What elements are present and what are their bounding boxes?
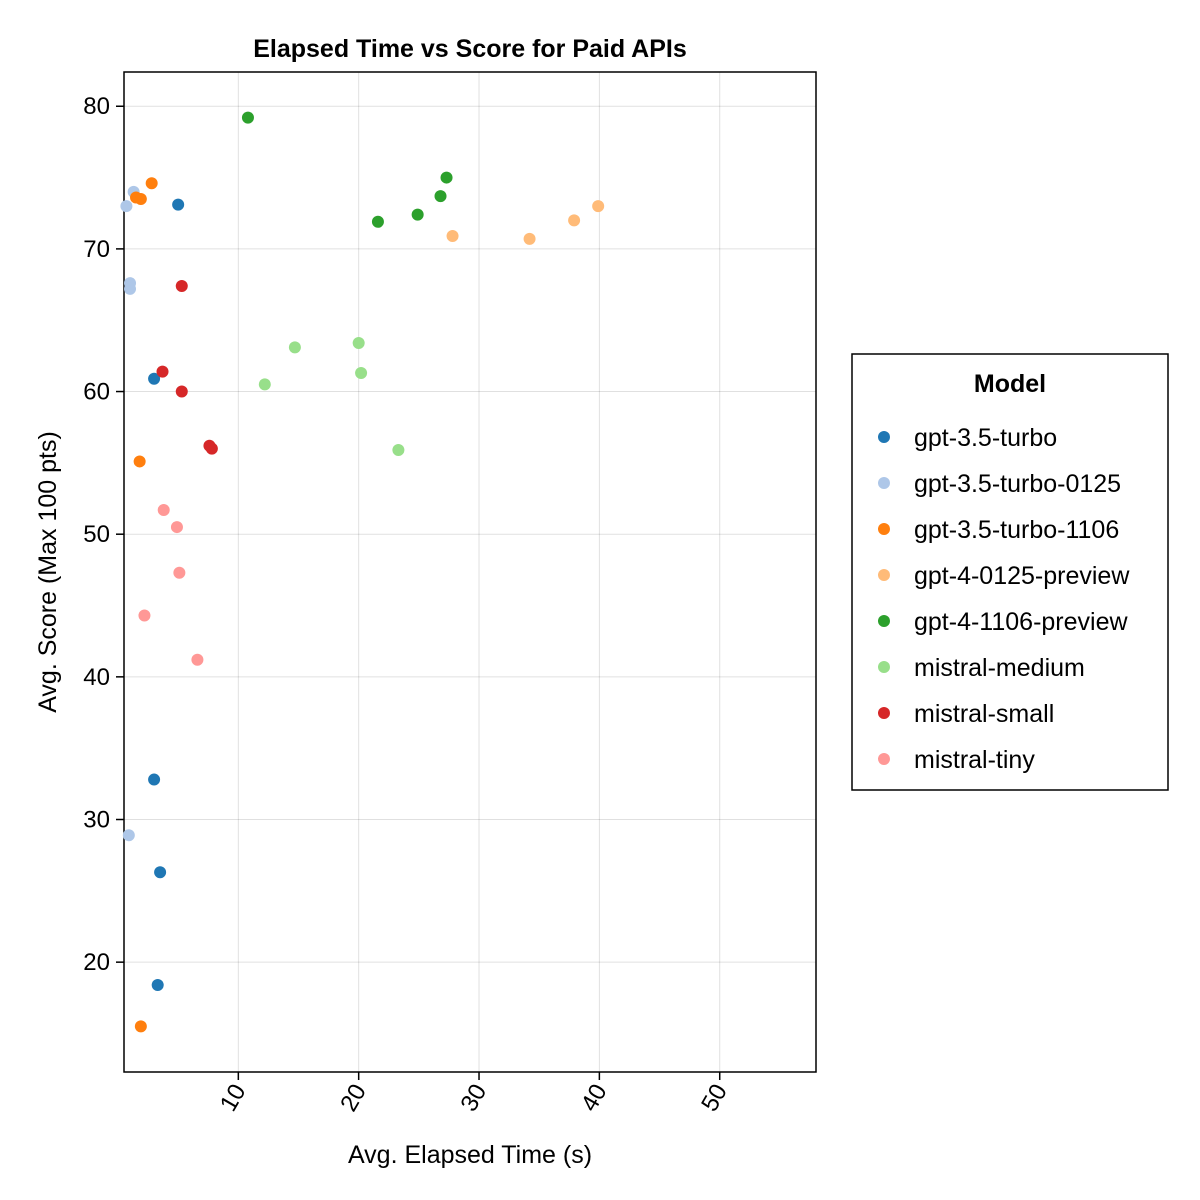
y-tick-label: 20	[83, 949, 110, 976]
point-gpt-3-5-turbo	[154, 866, 167, 879]
point-mistral-tiny	[173, 566, 186, 579]
legend-label-gpt-3-5-turbo-1106: gpt-3.5-turbo-1106	[914, 516, 1119, 544]
point-mistral-tiny	[191, 653, 204, 666]
legend-box	[851, 353, 1169, 791]
point-mistral-small	[175, 385, 188, 398]
legend-marker-gpt-3-5-turbo-0125	[878, 477, 890, 489]
x-tick-label: 10	[215, 1080, 252, 1117]
x-tick-label: 20	[335, 1080, 372, 1117]
legend-title: Model	[974, 370, 1046, 398]
point-gpt-4-0125-preview	[523, 232, 536, 245]
legend-label-mistral-medium: mistral-medium	[914, 654, 1085, 682]
point-gpt-4-1106-preview	[241, 111, 254, 124]
point-mistral-medium	[288, 341, 301, 354]
legend-label-mistral-small: mistral-small	[914, 700, 1054, 728]
point-gpt-3-5-turbo-0125	[122, 829, 135, 842]
point-gpt-4-0125-preview	[568, 214, 581, 227]
legend-marker-mistral-medium	[878, 661, 890, 673]
legend-label-gpt-4-1106-preview: gpt-4-1106-preview	[914, 608, 1128, 636]
legend-marker-gpt-3-5-turbo-1106	[878, 523, 890, 535]
point-mistral-medium	[355, 366, 368, 379]
y-tick-label: 40	[83, 664, 110, 691]
ticks-layer: 10 20 30 40 50 20 30 40 50 60 70 80	[83, 93, 733, 1116]
point-gpt-3-5-turbo	[151, 978, 164, 991]
points-layer	[120, 111, 605, 1033]
x-tick-label: 40	[576, 1080, 613, 1117]
y-tick-label: 60	[83, 379, 110, 406]
y-tick-label: 30	[83, 807, 110, 834]
legend-label-mistral-tiny: mistral-tiny	[914, 746, 1035, 774]
x-tick-label: 30	[455, 1080, 492, 1117]
point-gpt-3-5-turbo-1106	[134, 192, 147, 205]
point-gpt-3-5-turbo-0125	[124, 282, 137, 295]
point-gpt-3-5-turbo-1106	[134, 1020, 147, 1033]
legend-marker-gpt-3-5-turbo	[878, 431, 890, 443]
point-gpt-4-1106-preview	[371, 215, 384, 228]
legend-marker-gpt-4-1106-preview	[878, 615, 890, 627]
y-tick-label: 80	[83, 93, 110, 120]
point-gpt-4-0125-preview	[592, 200, 605, 213]
legend-marker-mistral-small	[878, 707, 890, 719]
point-gpt-3-5-turbo-0125	[120, 200, 133, 213]
point-gpt-3-5-turbo-1106	[133, 455, 146, 468]
legend-marker-gpt-4-0125-preview	[878, 569, 890, 581]
legend-items: gpt-3.5-turbo gpt-3.5-turbo-0125 gpt-3.5-t…	[878, 424, 1130, 774]
point-mistral-small	[156, 365, 169, 378]
point-mistral-tiny	[170, 521, 183, 534]
point-mistral-tiny	[138, 609, 151, 622]
chart-title: Elapsed Time vs Score for Paid APIs	[253, 35, 687, 63]
point-gpt-4-1106-preview	[440, 171, 453, 184]
legend-marker-mistral-tiny	[878, 753, 890, 765]
legend: Model gpt-3.5-turbogpt-3.5-turbo-0125gpt…	[851, 353, 1169, 791]
x-axis-label: Avg. Elapsed Time (s)	[348, 1141, 592, 1169]
point-mistral-small	[175, 279, 188, 292]
point-gpt-3-5-turbo	[148, 773, 161, 786]
x-tick-label: 50	[696, 1080, 733, 1117]
point-gpt-4-1106-preview	[411, 208, 424, 221]
point-gpt-4-0125-preview	[446, 230, 459, 243]
y-tick-label: 70	[83, 236, 110, 263]
point-mistral-medium	[258, 378, 271, 391]
legend-label-gpt-3-5-turbo-0125: gpt-3.5-turbo-0125	[914, 470, 1121, 498]
point-gpt-3-5-turbo-1106	[145, 177, 158, 190]
point-gpt-3-5-turbo	[148, 372, 161, 385]
point-gpt-4-1106-preview	[434, 190, 447, 203]
point-mistral-tiny	[157, 503, 170, 516]
grid-layer	[124, 72, 816, 1072]
legend-label-gpt-3-5-turbo: gpt-3.5-turbo	[914, 424, 1057, 452]
plot-frame	[123, 71, 817, 1073]
legend-label-gpt-4-0125-preview: gpt-4-0125-preview	[914, 562, 1130, 590]
point-mistral-medium	[392, 444, 405, 457]
y-tick-label: 50	[83, 521, 110, 548]
point-mistral-small	[205, 442, 218, 455]
point-mistral-medium	[352, 337, 365, 350]
point-gpt-3-5-turbo	[172, 198, 185, 211]
y-axis-label: Avg. Score (Max 100 pts)	[34, 431, 62, 713]
